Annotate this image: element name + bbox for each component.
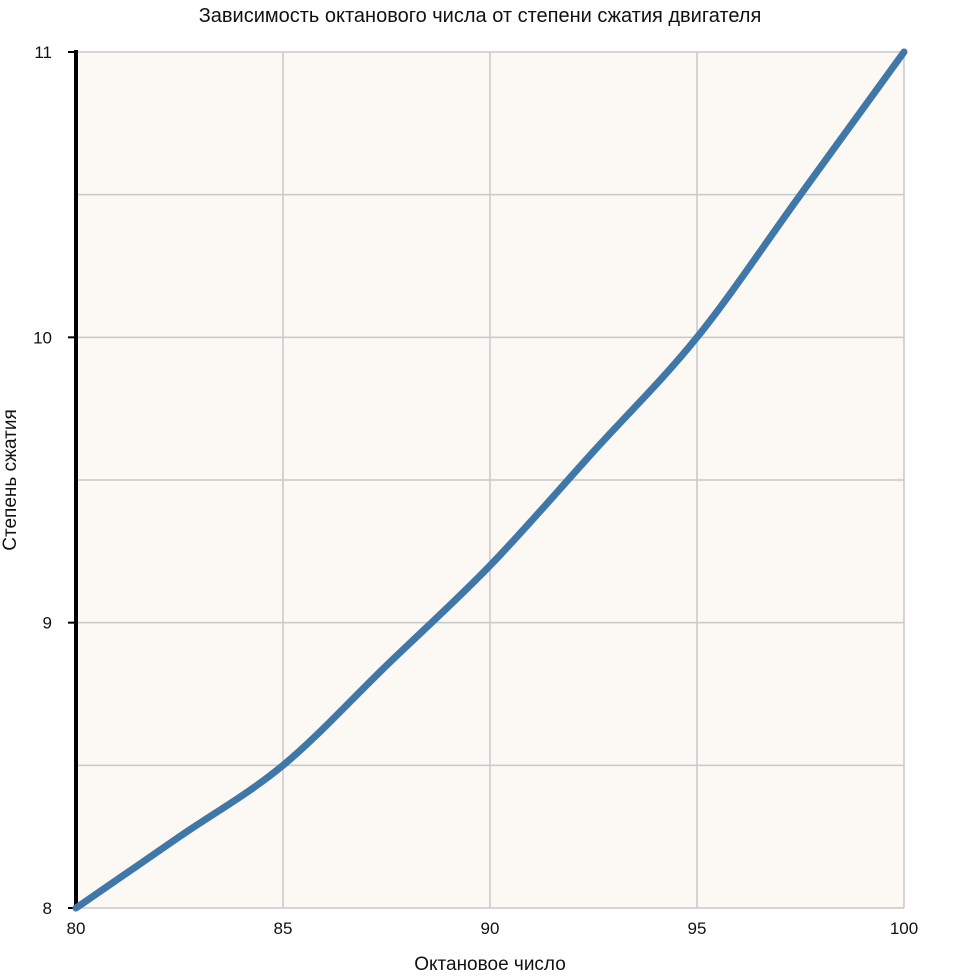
axes [68,50,78,909]
y-tick-label: 10 [33,328,52,347]
x-tick-label: 90 [481,919,500,938]
y-tick-label: 8 [43,899,52,918]
x-axis-label: Октановое число [414,954,566,975]
y-tick-label: 9 [43,614,52,633]
x-tick-label: 85 [274,919,293,938]
x-tick-label: 95 [688,919,707,938]
series-line [72,48,908,912]
y-axis-label: Степень сжатия [0,409,21,550]
x-tick-label: 100 [890,919,918,938]
y-tick-labels: 8 9 10 11 [33,43,52,918]
y-tick-label: 11 [34,43,52,62]
series-lines [72,48,908,912]
chart-title: Зависимость октанового числа от степени … [198,5,762,27]
x-tick-labels: 80 85 90 95 100 [67,919,919,938]
x-tick-label: 80 [67,919,86,938]
